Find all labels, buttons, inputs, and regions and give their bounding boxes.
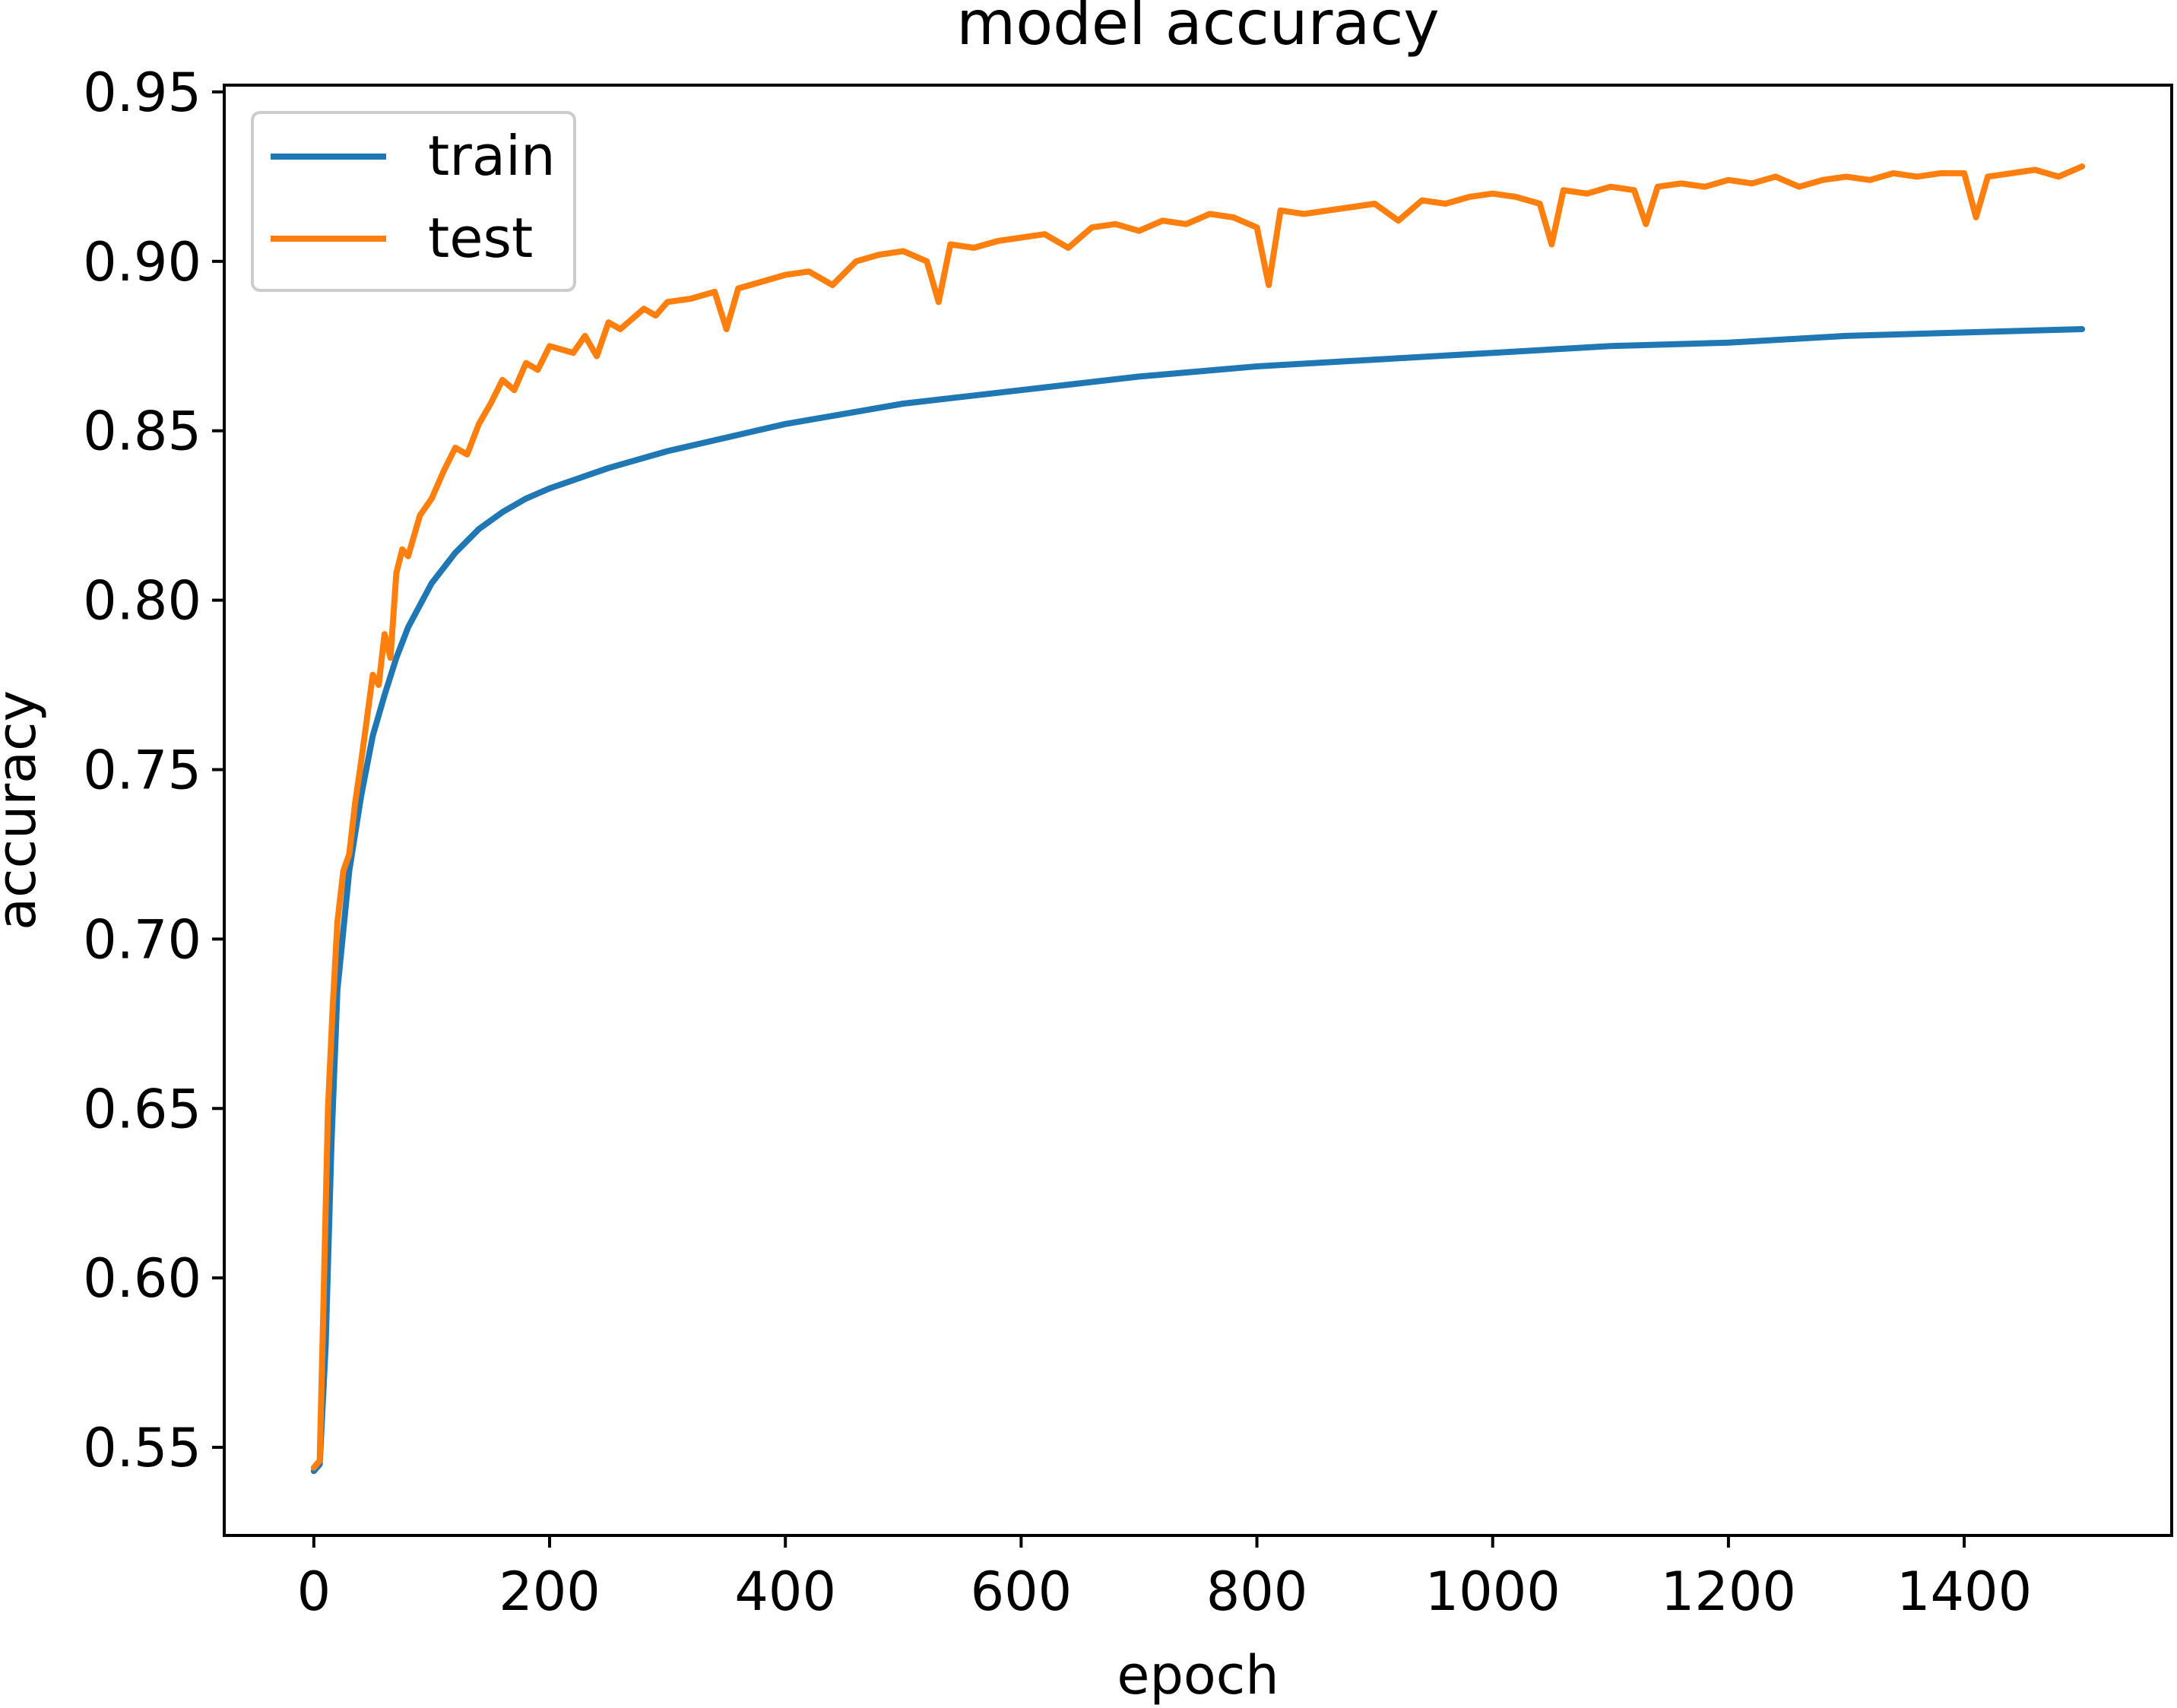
y-axis-label: accuracy (0, 690, 48, 930)
y-tick-label: 0.55 (83, 1417, 201, 1479)
y-tick-label: 0.95 (83, 62, 201, 124)
x-tick-label: 200 (499, 1561, 600, 1623)
y-tick-label: 0.65 (83, 1078, 201, 1140)
x-tick-label: 1000 (1425, 1561, 1561, 1623)
legend-label-test: test (428, 206, 533, 270)
series-line-test (310, 163, 2086, 1471)
y-tick-label: 0.90 (83, 231, 201, 293)
x-tick-label: 800 (1206, 1561, 1308, 1623)
x-tick-label: 1200 (1661, 1561, 1796, 1623)
series-line-train (310, 326, 2086, 1475)
series-layer (310, 163, 2086, 1475)
y-axis: 0.55 0.60 0.65 0.70 0.75 0.80 0.85 0.90 0.95 (83, 62, 224, 1479)
y-tick-label: 0.70 (83, 908, 201, 971)
legend: train test (251, 111, 576, 292)
chart-title: model accuracy (956, 0, 1439, 59)
y-tick-label: 0.80 (83, 570, 201, 632)
x-axis: 0 200 400 600 800 1000 1200 1400 (297, 1535, 2032, 1623)
x-tick-label: 400 (734, 1561, 836, 1623)
x-axis-label: epoch (1117, 1644, 1279, 1706)
y-tick-label: 0.75 (83, 740, 201, 802)
y-tick-label: 0.85 (83, 401, 201, 463)
x-tick-label: 0 (297, 1561, 331, 1623)
plot-frame (223, 84, 2173, 1537)
x-tick-label: 600 (971, 1561, 1073, 1623)
legend-label-train: train (428, 124, 556, 188)
y-tick-label: 0.60 (83, 1247, 201, 1310)
x-tick-label: 1400 (1897, 1561, 2032, 1623)
